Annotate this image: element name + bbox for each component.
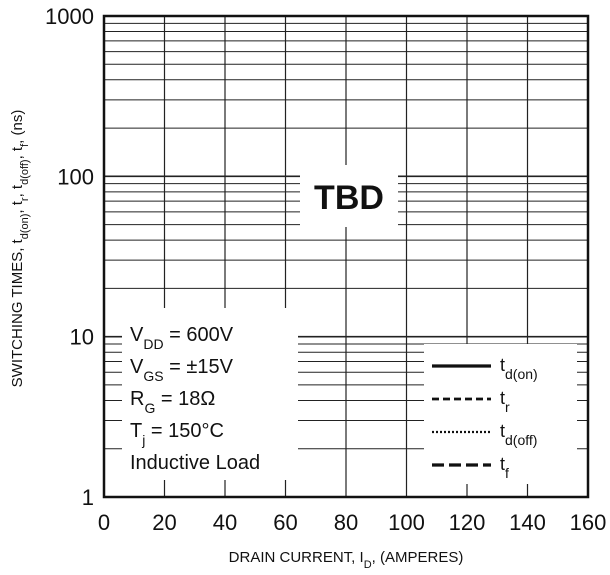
placeholder-annotation: TBD [300, 165, 398, 227]
x-tick-label: 60 [273, 510, 297, 535]
x-tick-label: 20 [152, 510, 176, 535]
legend-label: tf [500, 454, 509, 481]
x-tick-label: 120 [449, 510, 486, 535]
x-tick-label: 140 [509, 510, 546, 535]
x-tick-labels: 0 20 40 60 80 100 120 140 160 [98, 510, 606, 535]
plot-frame [102, 14, 590, 499]
x-tick-label: 40 [213, 510, 237, 535]
y-tick-label: 100 [57, 164, 94, 189]
condition-line: VGS = ±15V [130, 356, 234, 384]
legend-label: td(on) [500, 355, 538, 382]
placeholder-text: TBD [314, 179, 384, 217]
condition-line: VDD = 600V [130, 324, 234, 352]
condition-line: RG = 18Ω [130, 388, 215, 416]
x-tick-label: 0 [98, 510, 110, 535]
x-tick-label: 160 [570, 510, 607, 535]
condition-line: Inductive Load [130, 452, 260, 474]
test-conditions: VDD = 600V VGS = ±15V RG = 18Ω Tj = 150°C In… [122, 308, 298, 480]
y-axis-label: SWITCHING TIMES, td(on), tr, td(off), tf… [9, 110, 31, 388]
x-tick-label: 100 [388, 510, 425, 535]
y-tick-label: 10 [70, 325, 94, 350]
y-tick-label: 1 [82, 485, 94, 510]
legend: td(on) tr td(off) tf [424, 344, 577, 484]
legend-label: tr [500, 388, 510, 415]
y-tick-labels: 1 10 100 1000 [45, 4, 94, 510]
y-tick-label: 1000 [45, 4, 94, 29]
legend-label: td(off) [500, 421, 537, 448]
x-axis-label: DRAIN CURRENT, ID, (AMPERES) [229, 549, 464, 571]
condition-line: Tj = 150°C [130, 420, 224, 448]
x-tick-label: 80 [334, 510, 358, 535]
